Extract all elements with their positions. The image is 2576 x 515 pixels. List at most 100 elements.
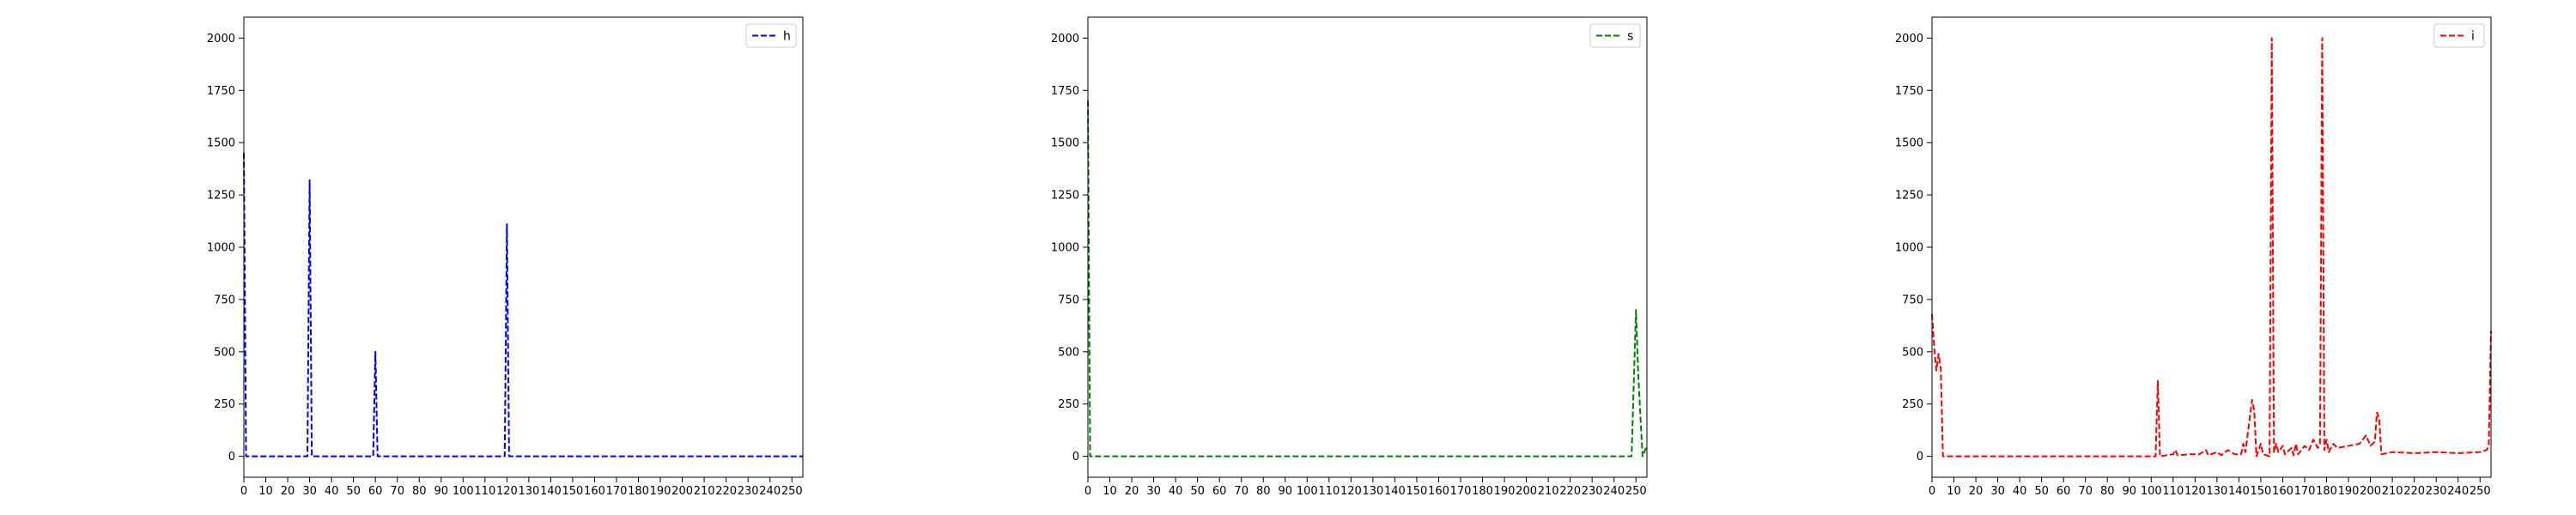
legend-label-h: h xyxy=(783,30,791,44)
x-tick-label: 40 xyxy=(325,485,339,498)
x-tick-label: 120 xyxy=(2184,485,2206,498)
x-tick-label: 180 xyxy=(628,485,649,498)
x-tick-label: 70 xyxy=(390,485,404,498)
x-tick-label: 230 xyxy=(2426,485,2447,498)
x-tick-label: 120 xyxy=(1340,485,1362,498)
y-tick-label: 2000 xyxy=(1051,33,1079,45)
x-tick-label: 250 xyxy=(781,485,803,498)
x-tick-label: 0 xyxy=(1929,485,1935,498)
x-tick-label: 110 xyxy=(474,485,495,498)
y-tick-label: 250 xyxy=(1058,398,1079,411)
subplot-i: 0 10 20 30 40 50 60 70 80 90 100 110 120 130 140 150 160… xyxy=(1895,16,2492,498)
x-tick-label: 20 xyxy=(1125,485,1139,498)
legend-label-s: s xyxy=(1627,30,1633,44)
x-tick-label: 180 xyxy=(1472,485,1493,498)
y-tick-label: 1750 xyxy=(1051,85,1079,98)
x-tick-label: 70 xyxy=(2078,485,2093,498)
x-tick-label: 60 xyxy=(2057,485,2071,498)
x-tick-label: 240 xyxy=(759,485,781,498)
legend: h xyxy=(745,23,797,48)
x-tick-label: 10 xyxy=(258,485,273,498)
y-tick-label: 1500 xyxy=(1895,137,1923,150)
y-tick-label: 750 xyxy=(1902,294,1923,306)
legend: s xyxy=(1589,23,1641,48)
x-tick-label: 80 xyxy=(412,485,427,498)
y-tick-label: 750 xyxy=(1058,294,1079,306)
x-tick-label: 20 xyxy=(1969,485,1984,498)
x-tick-label: 130 xyxy=(1362,485,1383,498)
y-tick-label: 0 xyxy=(228,451,235,464)
x-tick-label: 240 xyxy=(2447,485,2469,498)
x-tick-label: 200 xyxy=(2360,485,2381,498)
x-tick-label: 100 xyxy=(2141,485,2162,498)
x-tick-label: 150 xyxy=(562,485,584,498)
y-tick-label: 1500 xyxy=(1051,137,1079,150)
x-tick-label: 0 xyxy=(240,485,247,498)
axes-frame xyxy=(1931,16,2492,478)
x-tick-label: 30 xyxy=(302,485,317,498)
x-tick-label: 210 xyxy=(1538,485,1559,498)
x-tick-label: 180 xyxy=(2316,485,2337,498)
x-tick-label: 170 xyxy=(606,485,628,498)
legend: i xyxy=(2433,23,2485,48)
y-tick-label: 1750 xyxy=(207,85,235,98)
x-tick-label: 230 xyxy=(1582,485,1603,498)
x-tick-label: 160 xyxy=(584,485,605,498)
x-tick-label: 50 xyxy=(1190,485,1205,498)
x-tick-label: 100 xyxy=(1297,485,1318,498)
x-tick-label: 70 xyxy=(1234,485,1249,498)
x-tick-label: 220 xyxy=(715,485,737,498)
series-line-i xyxy=(1931,37,2492,457)
x-tick-label: 30 xyxy=(1146,485,1161,498)
x-tick-label: 210 xyxy=(2382,485,2403,498)
x-tick-label: 160 xyxy=(1428,485,1449,498)
x-tick-label: 10 xyxy=(1947,485,1961,498)
y-tick-label: 2000 xyxy=(1895,33,1923,45)
y-tick-label: 500 xyxy=(1058,346,1079,359)
x-tick-label: 240 xyxy=(1603,485,1625,498)
x-tick-label: 140 xyxy=(540,485,562,498)
y-tick-label: 1250 xyxy=(207,190,235,203)
x-tick-label: 160 xyxy=(2272,485,2293,498)
x-tick-label: 250 xyxy=(2470,485,2491,498)
x-tick-label: 80 xyxy=(1256,485,1271,498)
x-tick-label: 170 xyxy=(1450,485,1472,498)
x-tick-label: 250 xyxy=(1625,485,1647,498)
y-tick-label: 2000 xyxy=(207,33,235,45)
x-tick-label: 140 xyxy=(2228,485,2250,498)
series-line-h xyxy=(243,153,803,457)
series-line-s xyxy=(1087,100,1648,457)
y-tick-label: 750 xyxy=(214,294,235,306)
x-tick-label: 90 xyxy=(1278,485,1292,498)
x-tick-label: 130 xyxy=(518,485,539,498)
x-tick-label: 60 xyxy=(1212,485,1227,498)
x-tick-label: 10 xyxy=(1103,485,1117,498)
axes-frame xyxy=(1087,16,1648,478)
y-tick-label: 1250 xyxy=(1895,190,1923,203)
x-tick-label: 100 xyxy=(453,485,474,498)
subplot-s: 0 10 20 30 40 50 60 70 80 90 100 110 120 130 140 150 160… xyxy=(1051,16,1648,498)
x-tick-label: 110 xyxy=(1318,485,1340,498)
y-tick-label: 1250 xyxy=(1051,190,1079,203)
y-tick-label: 1000 xyxy=(207,242,235,255)
x-tick-label: 0 xyxy=(1084,485,1091,498)
y-tick-label: 1500 xyxy=(207,137,235,150)
x-tick-label: 120 xyxy=(496,485,518,498)
x-tick-label: 20 xyxy=(281,485,295,498)
x-tick-label: 210 xyxy=(694,485,715,498)
x-tick-label: 170 xyxy=(2294,485,2316,498)
legend-label-i: i xyxy=(2471,30,2475,44)
y-tick-label: 0 xyxy=(1917,451,1923,464)
x-tick-label: 230 xyxy=(738,485,759,498)
x-tick-label: 150 xyxy=(1406,485,1428,498)
x-tick-label: 220 xyxy=(2403,485,2425,498)
x-tick-label: 50 xyxy=(346,485,361,498)
y-tick-label: 1000 xyxy=(1051,242,1079,255)
y-tick-label: 500 xyxy=(214,346,235,359)
axes-frame xyxy=(243,16,804,478)
x-tick-label: 40 xyxy=(2013,485,2027,498)
y-tick-label: 1000 xyxy=(1895,242,1923,255)
y-tick-label: 500 xyxy=(1902,346,1923,359)
x-tick-label: 190 xyxy=(1494,485,1516,498)
x-tick-label: 150 xyxy=(2251,485,2272,498)
